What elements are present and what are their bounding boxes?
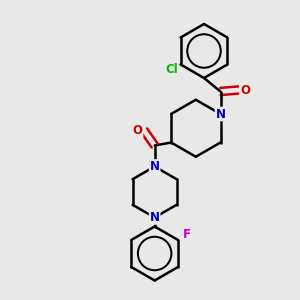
Text: F: F xyxy=(183,228,191,241)
Text: N: N xyxy=(150,211,160,224)
Text: N: N xyxy=(150,160,160,173)
Text: O: O xyxy=(240,83,250,97)
Text: Cl: Cl xyxy=(165,63,178,76)
Text: O: O xyxy=(133,124,142,137)
Text: N: N xyxy=(215,107,226,121)
